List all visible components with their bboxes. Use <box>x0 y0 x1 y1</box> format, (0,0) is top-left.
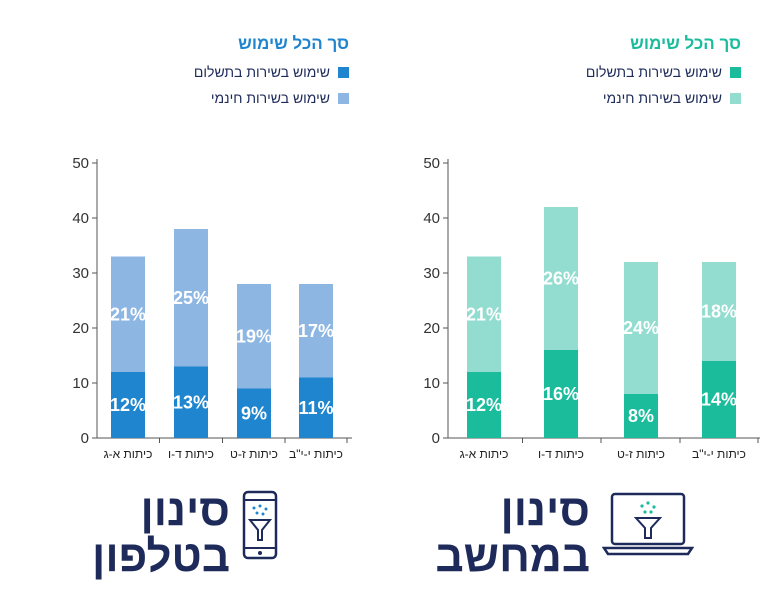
bar-free <box>174 229 208 367</box>
bar-data-label: 17% <box>298 321 334 341</box>
title-line2: בטלפון <box>92 532 230 581</box>
legend: סך הכל שימוש שימוש בשירות בתשלום שימוש ב… <box>194 34 349 116</box>
legend: סך הכל שימוש שימוש בשירות בתשלום שימוש ב… <box>586 34 741 116</box>
legend-title: סך הכל שימוש <box>238 34 349 53</box>
y-tick-label: 20 <box>423 320 440 337</box>
bar-data-label: 9% <box>241 403 267 423</box>
title-line1: סינון <box>140 486 230 535</box>
phone-filter-icon <box>242 490 278 560</box>
y-tick-label: 10 <box>72 375 89 392</box>
bar-paid <box>467 372 501 438</box>
y-tick-label: 0 <box>432 430 440 447</box>
x-category-label: כיתות י-י"ב <box>289 447 343 461</box>
legend-label-free: שימוש בשירות חינמי <box>602 90 722 106</box>
computer-title: סינון במחשב <box>435 486 590 581</box>
bar-data-label: 19% <box>236 326 272 346</box>
title-line1: סינון <box>500 486 590 535</box>
bar-paid <box>237 388 271 438</box>
x-category-label: כיתות ז-ט <box>617 447 665 461</box>
bar-data-label: 26% <box>543 269 579 289</box>
bar-free <box>237 284 271 389</box>
y-tick-label: 40 <box>72 210 89 227</box>
phone-title: סינון בטלפון <box>92 486 230 581</box>
bar-data-label: 24% <box>623 318 659 338</box>
y-tick-label: 20 <box>72 320 89 337</box>
free-swatch <box>338 92 349 104</box>
bar-paid <box>624 394 658 438</box>
legend-title: סך הכל שימוש <box>630 34 741 53</box>
bar-paid <box>174 366 208 438</box>
x-category-label: כיתות ד-ו <box>168 447 214 461</box>
bar-data-label: 18% <box>701 302 737 322</box>
free-swatch <box>730 92 741 104</box>
bar-paid <box>544 350 578 438</box>
x-category-label: כיתות י-י"ב <box>692 447 746 461</box>
bar-data-label: 13% <box>173 392 209 412</box>
computer-bar-chart: 0 10 20 30 40 50 12% 21% כיתות א-ג 16% 26% כיתות ד-… <box>423 155 760 461</box>
bar-free <box>299 284 333 378</box>
bar-data-label: 21% <box>110 304 146 324</box>
bar-paid <box>702 361 736 438</box>
bar-data-label: 25% <box>173 288 209 308</box>
x-category-label: כיתות א-ג <box>460 447 509 461</box>
paid-swatch <box>338 66 349 78</box>
bar-free <box>702 262 736 361</box>
bar-data-label: 11% <box>298 398 333 418</box>
legend-item-paid: שימוש בשירות בתשלום <box>586 64 741 80</box>
legend-item-paid: שימוש בשירות בתשלום <box>194 64 349 80</box>
y-tick-label: 40 <box>423 210 440 227</box>
legend-label-paid: שימוש בשירות בתשלום <box>193 64 330 80</box>
laptop-filter-icon <box>602 492 694 556</box>
bar-data-label: 12% <box>466 395 502 415</box>
bar-data-label: 21% <box>466 304 502 324</box>
y-tick-label: 0 <box>81 430 89 447</box>
bar-free <box>624 262 658 394</box>
bar-free <box>544 207 578 350</box>
bar-paid <box>299 377 333 438</box>
legend-item-free: שימוש בשירות חינמי <box>586 90 741 106</box>
bar-data-label: 12% <box>110 395 146 415</box>
y-tick-label: 30 <box>423 265 440 282</box>
bar-data-label: 8% <box>628 406 654 426</box>
computer-panel: סך הכל שימוש שימוש בשירות בתשלום שימוש ב… <box>392 0 783 590</box>
bar-free <box>111 256 145 372</box>
y-tick-label: 50 <box>72 155 89 172</box>
bar-data-label: 16% <box>543 384 579 404</box>
y-tick-label: 30 <box>72 265 89 282</box>
phone-panel: סך הכל שימוש שימוש בשירות בתשלום שימוש ב… <box>0 0 391 590</box>
title-line2: במחשב <box>435 532 590 581</box>
bar-free <box>467 256 501 372</box>
y-tick-label: 50 <box>423 155 440 172</box>
paid-swatch <box>730 66 741 78</box>
bar-data-label: 14% <box>701 390 737 410</box>
y-tick-label: 10 <box>423 375 440 392</box>
phone-bar-chart: 0 10 20 30 40 50 12% 21% כיתות א-ג 13% 25% כיתות ד-… <box>72 155 352 461</box>
x-category-label: כיתות א-ג <box>104 447 153 461</box>
x-category-label: כיתות ז-ט <box>230 447 278 461</box>
x-category-label: כיתות ד-ו <box>538 447 584 461</box>
bar-paid <box>111 372 145 438</box>
legend-label-free: שימוש בשירות חינמי <box>210 90 330 106</box>
legend-label-paid: שימוש בשירות בתשלום <box>585 64 722 80</box>
legend-item-free: שימוש בשירות חינמי <box>194 90 349 106</box>
